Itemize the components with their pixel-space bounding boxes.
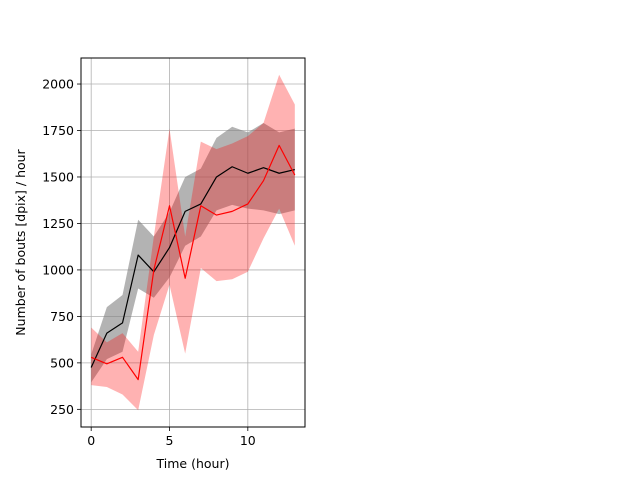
y-tick-label: 1000: [42, 262, 74, 277]
series-line-0: [90, 166, 295, 368]
y-tick-label: 2000: [42, 77, 74, 92]
y-tick-label: 750: [50, 309, 74, 324]
x-axis-label: Time (hour): [156, 456, 230, 471]
ticks: 0 5 10 250 500 750 1000 1250 1500 1750 2000: [42, 77, 256, 448]
y-tick-label: 1500: [42, 169, 74, 184]
y-tick-label: 1750: [42, 123, 74, 138]
y-tick-label: 1250: [42, 216, 74, 231]
series-lines: [90, 144, 296, 381]
axes-frame: [80, 57, 306, 428]
x-tick-label: 10: [240, 433, 256, 448]
y-tick-label: 500: [50, 355, 74, 370]
axes: [80, 57, 306, 428]
y-tick-label: 250: [50, 402, 74, 417]
y-axis-label: Number of bouts [dpix] / hour: [13, 148, 28, 335]
x-tick-label: 5: [166, 433, 174, 448]
series-line-1: [90, 144, 296, 381]
x-tick-label: 0: [87, 433, 95, 448]
series-band-0: [91, 123, 295, 383]
